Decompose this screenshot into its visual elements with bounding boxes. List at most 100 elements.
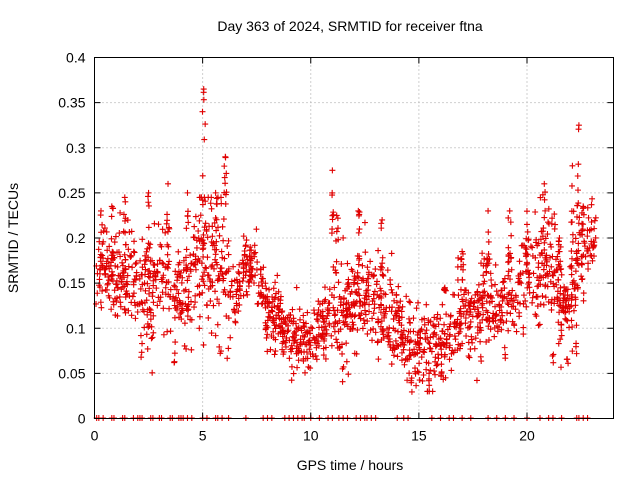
data-point (561, 309, 568, 316)
data-point (230, 263, 237, 270)
data-point (332, 267, 339, 274)
data-point (377, 266, 384, 273)
data-point (585, 260, 592, 267)
data-point (397, 298, 404, 305)
data-point (417, 334, 424, 341)
data-point (507, 250, 514, 257)
data-point (590, 253, 597, 260)
data-point (293, 345, 300, 352)
data-point (268, 307, 275, 314)
data-point (361, 219, 368, 226)
data-point (433, 341, 440, 348)
data-point (290, 370, 297, 377)
data-point (360, 317, 367, 324)
data-point (479, 250, 486, 257)
data-point (108, 306, 115, 313)
chart-title: Day 363 of 2024, SRMTID for receiver ftn… (217, 18, 483, 34)
data-point (106, 265, 113, 272)
data-point (319, 300, 326, 307)
data-point (298, 349, 305, 356)
data-point (463, 287, 470, 294)
data-point (323, 326, 330, 333)
data-point (101, 225, 108, 232)
data-point (185, 208, 192, 215)
data-point (423, 366, 430, 373)
data-point (324, 312, 331, 319)
data-point (473, 377, 480, 384)
data-point (211, 265, 217, 272)
data-point (431, 329, 438, 336)
data-point (137, 332, 144, 339)
data-point (529, 294, 536, 301)
data-point (190, 234, 197, 241)
data-point (433, 362, 440, 369)
data-point (588, 201, 595, 208)
data-point (108, 203, 115, 210)
data-point (406, 298, 413, 305)
data-point (278, 320, 285, 327)
x-tick-label: 5 (199, 428, 207, 444)
data-point (112, 281, 119, 288)
data-point (569, 293, 576, 300)
data-point (463, 297, 470, 304)
data-point (579, 226, 586, 233)
data-point (212, 256, 219, 263)
data-point (454, 316, 461, 323)
data-point (427, 367, 434, 374)
data-point (388, 361, 395, 368)
data-point (326, 286, 333, 293)
data-point (539, 293, 546, 300)
data-point (356, 292, 363, 299)
data-point (214, 194, 221, 201)
data-point (437, 343, 444, 350)
data-point (144, 320, 151, 327)
data-point (326, 300, 333, 307)
data-point (171, 282, 178, 289)
data-point (488, 282, 495, 289)
data-point (312, 352, 319, 359)
data-point (505, 214, 512, 221)
data-point (355, 286, 362, 293)
data-point (349, 325, 356, 332)
data-point (138, 271, 145, 278)
data-point (202, 220, 209, 227)
data-point (557, 284, 564, 291)
axis-ticks (94, 57, 614, 419)
data-point (220, 275, 227, 282)
data-point (509, 298, 516, 305)
data-point (419, 377, 426, 384)
data-point (243, 288, 250, 295)
data-point (570, 307, 577, 314)
data-point (523, 261, 530, 268)
data-point (307, 365, 314, 372)
data-point (117, 253, 124, 260)
data-point (406, 352, 413, 359)
data-point (573, 350, 580, 357)
data-point (184, 313, 191, 320)
data-point (98, 229, 105, 236)
data-point (145, 193, 151, 200)
data-point (565, 301, 572, 308)
data-point (572, 268, 579, 275)
data-point (302, 369, 309, 376)
data-point (472, 335, 479, 342)
data-point (263, 334, 270, 341)
data-point (172, 268, 179, 275)
data-point (401, 361, 408, 368)
data-point (145, 273, 152, 280)
y-tick-label: 0.4 (66, 50, 86, 66)
data-point (97, 299, 104, 306)
data-point (459, 296, 466, 303)
data-point (505, 291, 512, 298)
data-point (264, 348, 271, 355)
data-point (282, 343, 289, 350)
data-point (537, 252, 544, 259)
data-point (297, 316, 304, 323)
data-point (558, 265, 565, 272)
data-point (198, 194, 205, 201)
data-point (145, 224, 152, 231)
data-point (241, 251, 248, 258)
data-point (240, 233, 247, 240)
data-point (392, 327, 399, 334)
data-point (214, 321, 221, 328)
